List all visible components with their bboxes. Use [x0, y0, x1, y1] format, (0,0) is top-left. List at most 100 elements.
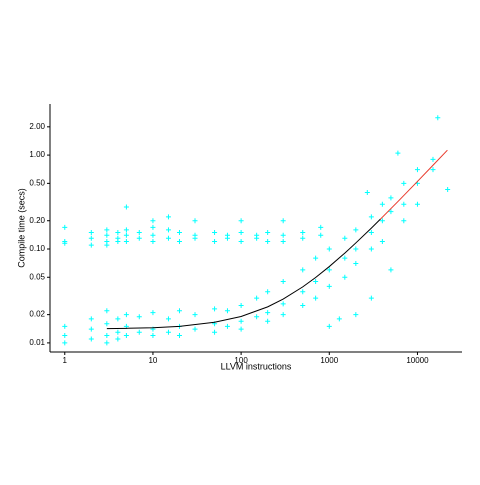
point	[104, 232, 110, 238]
point	[401, 218, 407, 224]
point	[88, 326, 94, 332]
point	[368, 229, 374, 235]
point	[368, 246, 374, 252]
point	[395, 150, 401, 156]
point	[123, 239, 129, 245]
point	[165, 214, 171, 220]
point	[318, 224, 324, 230]
point	[353, 312, 359, 318]
point	[123, 312, 129, 318]
point	[150, 232, 156, 238]
y-tick-label: 2.00	[29, 122, 45, 131]
point	[238, 303, 244, 309]
point	[238, 239, 244, 245]
point	[300, 229, 306, 235]
y-tick-label: 0.02	[29, 310, 45, 319]
point	[364, 189, 370, 195]
point	[265, 239, 271, 245]
point	[165, 235, 171, 241]
point	[280, 218, 286, 224]
point	[136, 229, 142, 235]
point	[313, 279, 319, 285]
point	[326, 323, 332, 329]
point	[342, 274, 348, 280]
point	[265, 318, 271, 324]
point	[212, 306, 218, 312]
point	[123, 204, 129, 210]
point	[104, 332, 110, 338]
x-tick-label: 10	[148, 356, 157, 365]
point	[115, 239, 121, 245]
point	[224, 235, 230, 241]
point	[88, 336, 94, 342]
y-tick-label: 0.10	[29, 244, 45, 253]
point	[238, 218, 244, 224]
point	[238, 326, 244, 332]
point	[104, 308, 110, 314]
point	[342, 235, 348, 241]
point	[115, 329, 121, 335]
point	[280, 279, 286, 285]
point	[388, 195, 394, 201]
x-tick-label: 100	[234, 356, 248, 365]
point	[176, 229, 182, 235]
point	[300, 267, 306, 273]
point	[115, 316, 121, 322]
point	[318, 232, 324, 238]
point	[342, 255, 348, 261]
point	[353, 246, 359, 252]
point	[414, 167, 420, 173]
point	[88, 242, 94, 248]
point	[212, 239, 218, 245]
point	[430, 156, 436, 162]
point	[88, 235, 94, 241]
point	[336, 316, 342, 322]
point	[379, 239, 385, 245]
point	[300, 303, 306, 309]
point	[192, 218, 198, 224]
point	[388, 267, 394, 273]
point	[123, 227, 129, 233]
point	[300, 235, 306, 241]
point	[165, 227, 171, 233]
point	[136, 314, 142, 320]
point	[176, 332, 182, 338]
x-axis-label: LLVM instructions	[221, 361, 292, 371]
point	[165, 316, 171, 322]
point	[123, 332, 129, 338]
point	[280, 232, 286, 238]
point	[123, 232, 129, 238]
y-tick-label: 0.01	[29, 338, 45, 347]
point	[224, 323, 230, 329]
y-tick-label: 1.00	[29, 150, 45, 159]
point	[62, 323, 68, 329]
point	[150, 310, 156, 316]
point	[379, 201, 385, 207]
point	[62, 239, 68, 245]
point	[192, 326, 198, 332]
point	[265, 310, 271, 316]
point	[430, 167, 436, 173]
point	[88, 229, 94, 235]
point	[368, 295, 374, 301]
point	[104, 242, 110, 248]
point	[265, 229, 271, 235]
fit-line	[380, 149, 448, 220]
y-axis-label: Compile time (secs)	[16, 188, 26, 268]
point	[368, 214, 374, 220]
fit-line	[106, 218, 381, 330]
y-tick-label: 0.20	[29, 216, 45, 225]
point	[379, 218, 385, 224]
point	[326, 283, 332, 289]
point	[435, 115, 441, 121]
point	[265, 289, 271, 295]
point	[212, 229, 218, 235]
point	[212, 329, 218, 335]
point	[326, 267, 332, 273]
point	[401, 180, 407, 186]
y-tick-label: 0.05	[29, 272, 45, 281]
point	[353, 227, 359, 233]
point	[254, 295, 260, 301]
